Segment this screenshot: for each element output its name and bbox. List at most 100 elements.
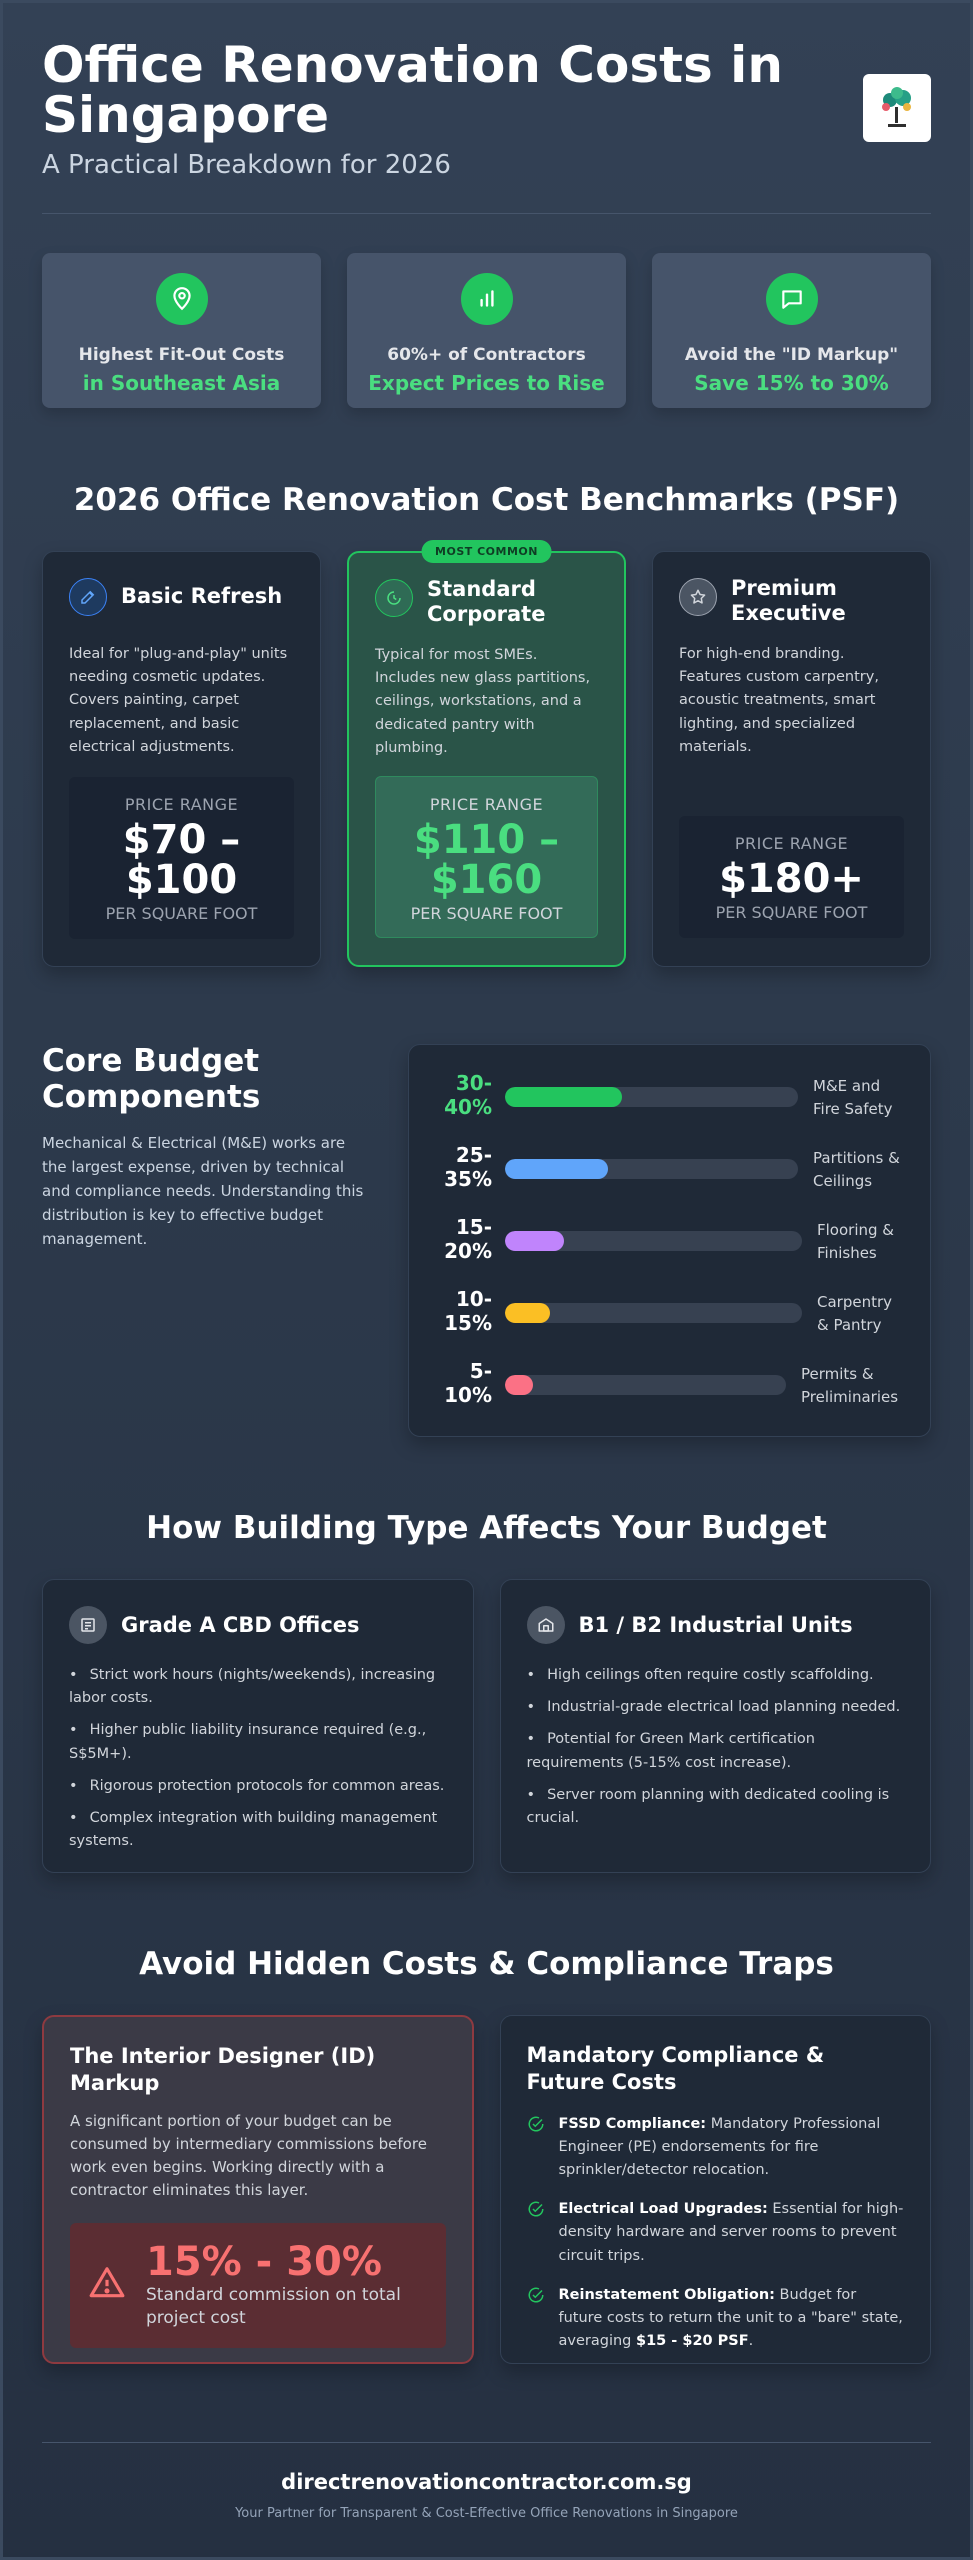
- building-card-cbd: Grade A CBD Offices Strict work hours (n…: [42, 1579, 474, 1873]
- compliance-item: FSSD Compliance: Mandatory Professional …: [527, 2113, 905, 2183]
- bar-label: Flooring & Finishes: [817, 1221, 894, 1263]
- list-item: Industrial-grade electrical load plannin…: [527, 1696, 905, 1719]
- bar-percent: 10- 15%: [444, 1287, 492, 1335]
- budget-section: Core Budget Components Mechanical & Elec…: [42, 1043, 931, 1437]
- price-label: PRICE RANGE: [429, 795, 544, 814]
- budget-text: Mechanical & Electrical (M&E) works are …: [42, 1134, 364, 1249]
- star-icon: [679, 578, 717, 616]
- footer: directrenovationcontractor.com.sg Your P…: [0, 2470, 973, 2521]
- list-item: Higher public liability insurance requir…: [69, 1719, 447, 1765]
- tier-name: Premium Executive: [731, 576, 846, 626]
- markup-caption: Standard commission on total project cos…: [146, 2285, 401, 2329]
- stat-label: Highest Fit-Out Costs: [78, 345, 285, 365]
- bar-fill: [505, 1159, 608, 1179]
- stat-card: Avoid the "ID Markup" Save 15% to 30%: [652, 253, 931, 408]
- card-title: The Interior Designer (ID) Markup: [70, 2044, 376, 2096]
- bar-label: M&E and Fire Safety: [813, 1077, 893, 1119]
- budget-bars-card: 30- 40% M&E and Fire Safety 25- 35% Partiti…: [408, 1044, 931, 1437]
- compliance-text: Electrical Load Upgrades: Essential for …: [558, 2201, 904, 2264]
- footer-tagline: Your Partner for Transparent & Cost-Effe…: [235, 2506, 738, 2521]
- bar-percent: 30- 40%: [444, 1071, 492, 1119]
- list-item: Strict work hours (nights/weekends), inc…: [69, 1664, 447, 1710]
- markup-box: 15% - 30% Standard commission on total p…: [70, 2222, 446, 2348]
- bar-track: [505, 1231, 802, 1251]
- stat-label: 60%+ of Contractors: [387, 345, 586, 365]
- tier-card-premium: Premium Executive For high-end branding.…: [652, 551, 931, 967]
- tier-name: Basic Refresh: [121, 584, 283, 608]
- building-card-industrial: B1 / B2 Industrial Units High ceilings o…: [499, 1579, 931, 1873]
- price-unit: PER SQUARE FOOT: [105, 904, 258, 923]
- list-item: High ceilings often require costly scaff…: [527, 1664, 905, 1687]
- list-item: Complex integration with building manage…: [69, 1807, 447, 1853]
- budget-bar-row: 25- 35% Partitions & Ceilings: [409, 1143, 932, 1195]
- bar-label: Carpentry & Pantry: [817, 1293, 893, 1335]
- compliance-item: Electrical Load Upgrades: Essential for …: [527, 2198, 905, 2268]
- bar-percent: 5- 10%: [444, 1359, 492, 1407]
- tier-name: Standard Corporate: [427, 577, 546, 627]
- budget-bar-row: 5- 10% Permits & Preliminaries: [409, 1359, 932, 1411]
- compliance-text: Reinstatement Obligation: Budget for fut…: [558, 2286, 903, 2350]
- bar-percent: 15- 20%: [444, 1215, 492, 1263]
- price-box: PRICE RANGE $180+ PER SQUARE FOOT: [679, 816, 904, 938]
- bar-track: [505, 1303, 802, 1323]
- bar-fill: [505, 1087, 623, 1107]
- tier-description: Ideal for "plug-and-play" units needing …: [69, 646, 288, 755]
- page-subtitle: A Practical Breakdown for 2026: [42, 150, 451, 180]
- card-title: Mandatory Compliance & Future Costs: [526, 2043, 825, 2095]
- list-item: Potential for Green Mark certification r…: [527, 1728, 905, 1774]
- stat-card: 60%+ of Contractors Expect Prices to Ris…: [347, 253, 626, 408]
- compliance-item: Reinstatement Obligation: Budget for fut…: [527, 2284, 905, 2354]
- check-circle-icon: [528, 2287, 544, 2303]
- price-box: PRICE RANGE $70 – $100 PER SQUARE FOOT: [69, 777, 294, 939]
- bar-label: Permits & Preliminaries: [801, 1365, 899, 1407]
- building-heading: How Building Type Affects Your Budget: [146, 1510, 827, 1546]
- price-value: $180+: [719, 856, 864, 902]
- header: Office Renovation Costs in Singapore A P…: [42, 40, 931, 180]
- tier-card-standard: MOST COMMON Standard Corporate Typical f…: [347, 540, 626, 967]
- header-divider: [42, 213, 931, 214]
- hidden-costs: The Interior Designer (ID) Markup A sign…: [42, 2015, 931, 2364]
- clock-icon: [375, 579, 413, 617]
- office-building-icon: [69, 1606, 107, 1644]
- stats-row: Highest Fit-Out Costs in Southeast Asia …: [42, 253, 931, 408]
- budget-bar-row: 10- 15% Carpentry & Pantry: [409, 1287, 932, 1339]
- price-unit: PER SQUARE FOOT: [410, 904, 563, 923]
- stat-highlight: in Southeast Asia: [82, 371, 281, 395]
- stat-highlight: Expect Prices to Rise: [368, 371, 605, 395]
- building-types: Grade A CBD Offices Strict work hours (n…: [42, 1579, 931, 1873]
- price-value: $110 – $160: [413, 817, 560, 903]
- pricing-tiers: Basic Refresh Ideal for "plug-and-play" …: [42, 540, 931, 967]
- footer-divider: [42, 2442, 931, 2443]
- budget-title: Core Budget Components: [42, 1043, 261, 1115]
- warehouse-icon: [526, 1606, 565, 1644]
- building-name: B1 / B2 Industrial Units: [578, 1613, 853, 1637]
- check-circle-icon: [528, 2201, 544, 2217]
- compliance-card: Mandatory Compliance & Future Costs FSSD…: [499, 2015, 931, 2364]
- building-list: Strict work hours (nights/weekends), inc…: [69, 1664, 447, 1853]
- price-box: PRICE RANGE $110 – $160 PER SQUARE FOOT: [375, 776, 598, 938]
- benchmarks-heading: 2026 Office Renovation Cost Benchmarks (…: [73, 482, 900, 518]
- check-circle-icon: [528, 2116, 544, 2132]
- markup-value: 15% - 30%: [146, 2239, 382, 2286]
- warning-icon: [88, 2264, 126, 2306]
- bar-percent: 25- 35%: [444, 1143, 492, 1191]
- budget-bar-row: 30- 40% M&E and Fire Safety: [409, 1071, 932, 1123]
- tier-description: For high-end branding. Features custom c…: [679, 646, 879, 755]
- chat-bubble-icon: [765, 273, 818, 325]
- map-pin-icon: [155, 273, 208, 325]
- tree-logo-icon: [863, 74, 931, 142]
- most-common-badge: MOST COMMON: [421, 540, 552, 563]
- price-label: PRICE RANGE: [124, 795, 239, 814]
- bar-chart-icon: [460, 273, 513, 325]
- list-item: Server room planning with dedicated cool…: [527, 1784, 905, 1830]
- footer-site-link[interactable]: directrenovationcontractor.com.sg: [281, 2470, 692, 2494]
- budget-bar-row: 15- 20% Flooring & Finishes: [409, 1215, 932, 1267]
- building-name: Grade A CBD Offices: [121, 1613, 360, 1637]
- bar-fill: [505, 1375, 534, 1395]
- list-item: Rigorous protection protocols for common…: [69, 1775, 447, 1798]
- page-title: Office Renovation Costs in Singapore: [42, 36, 783, 144]
- bar-fill: [505, 1303, 550, 1323]
- id-markup-card: The Interior Designer (ID) Markup A sign…: [42, 2015, 474, 2364]
- price-value: $70 – $100: [122, 817, 241, 903]
